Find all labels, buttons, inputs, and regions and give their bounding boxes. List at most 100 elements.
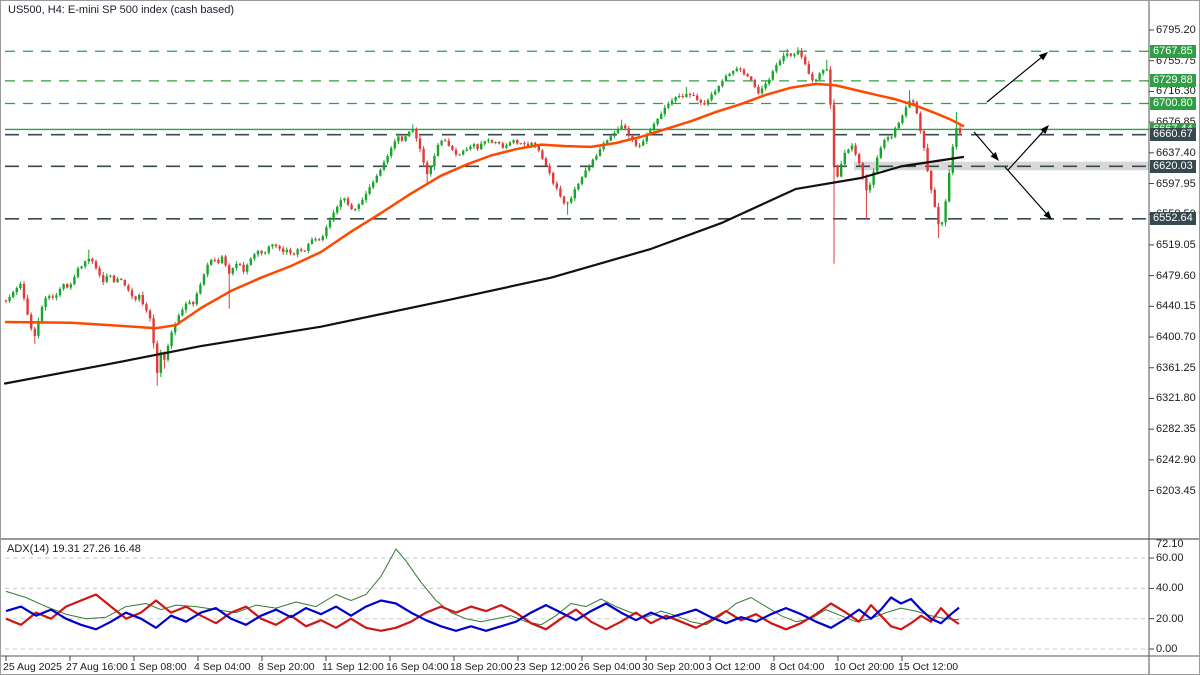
- candle-body: [174, 323, 177, 333]
- candle-body: [732, 70, 735, 74]
- candle-body: [573, 189, 576, 199]
- date-axis-label: 27 Aug 16:00: [66, 661, 128, 673]
- candle-body: [134, 296, 137, 300]
- candle-body: [274, 244, 278, 247]
- candle-body: [264, 252, 267, 254]
- adx-indicator-label: ADX(14) 19.31 27.26 16.48: [7, 543, 141, 555]
- candle-body: [465, 149, 468, 151]
- trend-arrow-head-0: [1038, 52, 1048, 61]
- candle-body: [271, 244, 274, 247]
- candle-body: [516, 140, 519, 144]
- candle-body: [512, 140, 515, 143]
- candle-body: [714, 91, 717, 95]
- candle-body: [872, 171, 875, 185]
- candle-body: [854, 145, 857, 155]
- candle-body: [454, 149, 458, 155]
- candle-body: [235, 263, 238, 269]
- slow-ma-line[interactable]: [3, 155, 965, 385]
- candle-body: [120, 278, 123, 280]
- candle-body: [357, 204, 360, 209]
- trend-arrow-line-0[interactable]: [986, 54, 1045, 103]
- date-axis-label: 1 Sep 08:00: [130, 661, 187, 673]
- candle-body: [840, 164, 843, 177]
- candle-body: [418, 138, 422, 149]
- candle-body: [876, 157, 879, 172]
- candle-body: [433, 155, 436, 167]
- price-badge-6620.03: 6620.03: [1150, 159, 1196, 173]
- candle-body: [249, 258, 252, 265]
- candle-body: [105, 276, 108, 282]
- date-axis-label: 8 Oct 04:00: [770, 661, 825, 673]
- candle-body: [753, 79, 756, 87]
- candle-body: [152, 318, 155, 344]
- candle-body: [771, 71, 774, 80]
- candle-body: [825, 69, 828, 71]
- trend-arrow-head-1: [990, 151, 999, 161]
- candle-body: [213, 259, 216, 261]
- candle-body: [55, 295, 58, 298]
- candle-body: [786, 53, 789, 56]
- candle-body: [595, 155, 598, 160]
- adx-tick-label: 0.00: [1156, 643, 1178, 655]
- date-axis-label: 10 Oct 20:00: [834, 661, 895, 673]
- candle-body: [181, 309, 184, 316]
- trend-arrow-line-2[interactable]: [1007, 128, 1047, 171]
- candle-body: [883, 139, 886, 148]
- candle-body: [692, 95, 695, 97]
- candle-body: [757, 86, 760, 94]
- candle-body: [645, 134, 648, 142]
- price-tick-label: 6637.40: [1156, 146, 1196, 159]
- minus-di-line[interactable]: [5, 593, 960, 632]
- candle-body: [393, 141, 396, 149]
- candle-body: [66, 284, 69, 288]
- price-tick-label: 6361.25: [1156, 361, 1196, 374]
- candle-body: [206, 264, 209, 275]
- plus-di-line[interactable]: [5, 596, 960, 632]
- candle-body: [310, 239, 314, 244]
- candle-body: [48, 296, 51, 299]
- price-tick-label: 6716.30: [1156, 85, 1196, 98]
- candle-body: [886, 137, 890, 140]
- candle-body: [782, 55, 785, 61]
- candle-body: [84, 261, 87, 267]
- candle-body: [818, 73, 821, 80]
- candle-body: [526, 143, 530, 147]
- trend-arrow-line-3[interactable]: [1004, 166, 1050, 217]
- candle-body: [379, 169, 382, 176]
- candle-body: [343, 198, 346, 201]
- candle-body: [890, 136, 893, 138]
- candle-body: [469, 146, 472, 150]
- candle-body: [523, 143, 526, 145]
- candle-body: [228, 265, 231, 274]
- candle-body: [822, 70, 825, 74]
- candle-body: [555, 183, 558, 189]
- candle-body: [332, 212, 335, 221]
- candle-body: [685, 93, 688, 98]
- candle-body: [638, 145, 641, 147]
- date-axis-label: 15 Oct 12:00: [898, 661, 959, 673]
- candle-body: [321, 236, 324, 240]
- candle-body: [609, 136, 612, 141]
- price-badge-6552.64: 6552.64: [1150, 212, 1196, 226]
- candle-body: [696, 95, 699, 100]
- candle-body: [829, 69, 832, 105]
- fast-ma-line[interactable]: [4, 82, 965, 330]
- price-tick-label: 6400.70: [1156, 331, 1196, 344]
- trend-arrow-line-1[interactable]: [973, 131, 997, 158]
- candle-body: [483, 141, 486, 144]
- candle-body: [951, 146, 954, 173]
- candle-body: [904, 107, 908, 116]
- price-tick-label: 6203.45: [1156, 484, 1196, 497]
- candle-body: [44, 298, 47, 307]
- candle-body: [894, 128, 897, 137]
- candle-body: [112, 275, 116, 283]
- candle-body: [660, 114, 663, 119]
- adx-main-line[interactable]: [5, 548, 960, 626]
- candle-body: [156, 343, 159, 373]
- candle-body: [300, 249, 303, 251]
- candle-body: [490, 140, 494, 143]
- candle-body: [195, 293, 198, 305]
- candle-body: [109, 275, 112, 277]
- candle-body: [958, 127, 962, 134]
